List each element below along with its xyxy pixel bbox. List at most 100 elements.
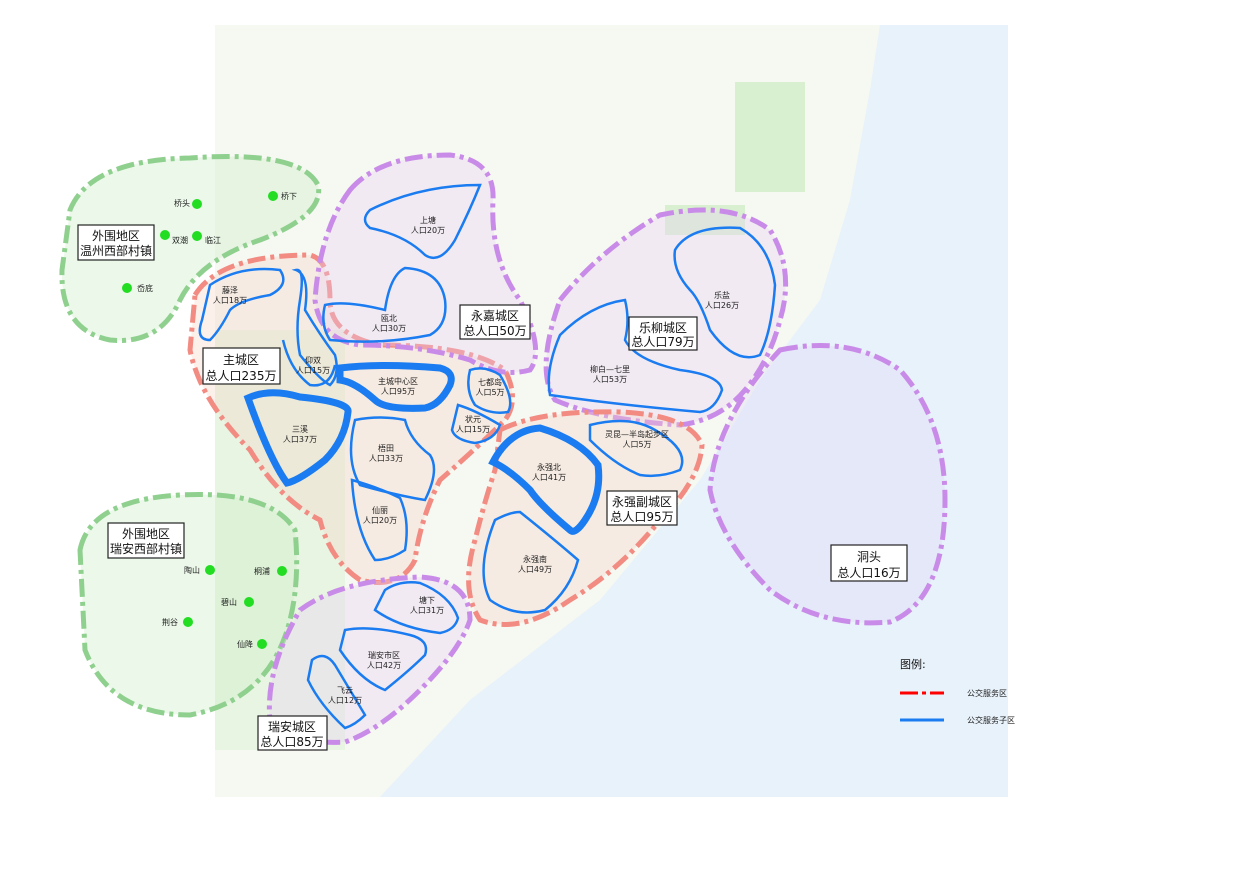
subzone-liubai-qili [547,298,724,414]
town-label: 陶山 [184,565,200,575]
town-label: 仙降 [237,639,253,649]
subzone-main-center [336,362,455,412]
zone-title: 外围地区 [92,229,140,243]
subzone-tengze [198,267,285,342]
subzone-label: 藤泽 [222,285,238,295]
subzone-label: 人口15万 [296,366,330,375]
town-label: 岙底 [137,283,153,293]
zone-subtitle: 瑞安西部村镇 [110,541,182,556]
town-dot [277,566,287,576]
zone-label-yongjia: 永嘉城区 总人口50万 [459,304,531,340]
subzone-label: 人口5万 [475,388,504,397]
subzone-qiduao [467,367,512,414]
town-label: 桥下 [281,191,297,201]
subzone-labels: 上塘 人口20万 瓯北 人口30万 藤泽 人口18万 仰双 人口15万 主城中心… [213,215,739,705]
zone-wenzhou-west [59,154,322,343]
subzone-label: 乐盐 [714,290,730,300]
subzone-label: 人口26万 [705,301,739,310]
zone-subtitle: 总人口85万 [260,735,323,749]
subzone-yongqiang-north [488,424,603,535]
subzone-label: 人口41万 [532,473,566,482]
legend-title: 图例: [900,657,926,671]
subzone-label: 人口31万 [410,606,444,615]
subzone-shangtang [363,183,482,260]
subzone-label: 主城中心区 [378,376,418,386]
zone-subtitle: 总人口50万 [463,324,526,338]
subzone-label: 人口12万 [328,696,362,705]
town-dot [205,565,215,575]
subzone-label: 柳白—七里 [590,364,630,374]
subzone-label: 飞云 [337,686,353,695]
zone-subtitle: 总人口16万 [837,566,900,580]
subzone-yangshuang-b [281,339,337,387]
town-dot [192,199,202,209]
zone-label-leliu: 乐柳城区 总人口79万 [628,316,698,351]
zone-title: 乐柳城区 [639,321,687,335]
zone-label-yongqiang: 永强副城区 总人口95万 [606,490,678,526]
zone-title: 主城区 [223,353,259,367]
zone-subtitle: 温州西部村镇 [80,243,152,258]
zone-title: 瑞安城区 [268,719,316,734]
subzone-pop: 人口20万 [411,226,445,235]
subzone-label: 人口18万 [213,296,247,305]
zone-subtitle: 总人口95万 [610,510,673,524]
subzone-label: 瓯北 [381,314,397,323]
legend-label: 公交服务子区 [967,715,1015,725]
subzone-label: 人口37万 [283,435,317,444]
subzone-label: 上塘 [420,215,436,225]
subzone-feiyun [306,654,367,730]
zone-title: 永强副城区 [612,495,672,509]
zone-label-main-city: 主城区 总人口235万 [202,347,281,385]
subzone-sanxi [243,389,352,487]
subzone-label: 瑞安市区 [368,650,400,660]
subzone-label: 永强北 [537,462,561,472]
subzone-label: 永强南 [523,554,547,564]
subzone-label: 状元 [465,414,481,424]
subzone-zhuangyuan [450,403,502,445]
subzone-oubei [322,266,447,343]
subzone-label: 三溪 [292,424,308,434]
legend: 图例: 公交服务区 公交服务子区 [900,657,1015,725]
land-patch [735,82,805,192]
zone-label-wenzhou-west: 外围地区 温州西部村镇 [77,224,155,261]
zone-main-city [187,252,515,585]
subzone-yongqiang-south [482,510,580,614]
zone-label-dongtou: 洞头 总人口16万 [830,544,908,582]
subzone-label: 仙丽 [372,505,388,515]
subzone-label: 人口33万 [369,454,403,463]
subzone-label: 人口5万 [622,440,651,449]
subzone-label: 人口20万 [363,516,397,525]
town-dot [192,231,202,241]
zone-subtitle: 总人口79万 [631,335,694,349]
town-label: 双潮 [172,235,188,245]
subzone-label: 人口53万 [593,375,627,384]
town-dot [122,283,132,293]
town-markers: 桥头 桥下 双潮 临江 岙底 陶山 桐浦 碧山 荆谷 仙降 [122,191,297,649]
zone-label-ruian-west: 外围地区 瑞安西部村镇 [107,522,185,559]
subzone-label: 七都岛 [478,377,502,387]
subzone-lingkun [588,419,684,478]
town-label: 桐浦 [254,566,270,576]
zone-title: 洞头 [857,550,881,564]
subzone-label: 梧田 [378,443,394,453]
zone-label-ruian-city: 瑞安城区 总人口85万 [257,715,328,751]
subzone-leyan [673,226,777,359]
town-dot [244,597,254,607]
subzone-label: 人口42万 [367,661,401,670]
town-label: 荆谷 [162,617,178,627]
subzone-ruian-urban [338,627,428,692]
zone-title: 外围地区 [122,527,170,541]
zone-subtitle: 总人口235万 [206,369,277,383]
town-label: 桥头 [174,198,190,208]
subzone-label: 人口15万 [456,425,490,434]
sea-area [380,25,1008,797]
subzone-xianli [350,478,408,562]
subzone-wutian [349,416,436,502]
subzone-label: 仰双 [305,355,321,365]
town-dot [160,230,170,240]
subzone-label: 灵昆—半岛起步区 [605,429,669,439]
town-label: 临江 [205,235,221,245]
town-label: 碧山 [221,597,237,607]
legend-label: 公交服务区 [967,688,1007,698]
